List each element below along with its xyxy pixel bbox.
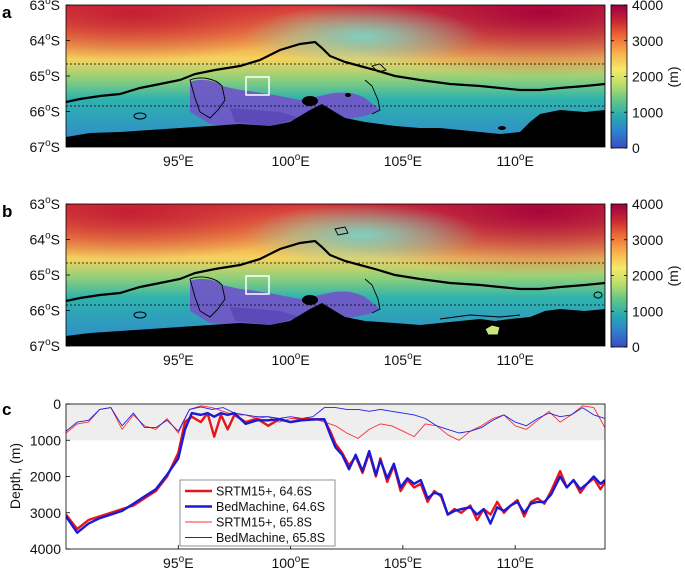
colorbar-tick-label: 4000 bbox=[632, 0, 663, 13]
lat-tick-labels-b: 63oS 64oS 65oS 66oS 67oS bbox=[30, 195, 70, 354]
legend-entry: BedMachine, 64.6S bbox=[216, 500, 325, 514]
lon-tick-label: 105oE bbox=[384, 152, 422, 169]
panel-letter-b: b bbox=[2, 202, 12, 221]
legend-entry: BedMachine, 65.8S bbox=[216, 531, 325, 545]
colorbar-label-a: (m) bbox=[665, 67, 681, 88]
study-box-a bbox=[245, 76, 270, 96]
colorbar-tick-label: 1000 bbox=[632, 104, 663, 120]
colorbar-tick-label: 0 bbox=[632, 140, 640, 156]
shaded-depth-band bbox=[66, 404, 605, 441]
lat-tick-label: 64oS bbox=[30, 32, 60, 49]
study-box-b bbox=[245, 275, 270, 295]
lon-tick-label: 105oE bbox=[384, 351, 422, 368]
colorbar-tick-label: 2000 bbox=[632, 268, 663, 284]
panel-b: b bbox=[2, 195, 681, 368]
colorbar-tick-label: 0 bbox=[632, 339, 640, 355]
y-tick-label: 3000 bbox=[30, 505, 61, 521]
lon-tick-label: 100oE bbox=[271, 152, 309, 169]
y-tick-label: 0 bbox=[53, 396, 61, 412]
profile-lines bbox=[66, 405, 605, 534]
x-tick-labels-c: 95oE 100oE 105oE 110oE bbox=[163, 545, 534, 571]
colorbar-label-b: (m) bbox=[665, 266, 681, 287]
shelf-break-contour-a bbox=[66, 40, 605, 104]
y-axis-label: Depth, (m) bbox=[7, 443, 23, 509]
legend-entry: SRTM15+, 64.6S bbox=[216, 485, 312, 499]
y-tick-label: 1000 bbox=[30, 432, 61, 448]
y-tick-label: 2000 bbox=[30, 469, 61, 485]
series-line-3 bbox=[66, 406, 605, 434]
lat-tick-label: 65oS bbox=[30, 67, 60, 84]
lat-tick-label: 67oS bbox=[30, 138, 60, 155]
continent-a bbox=[66, 104, 605, 147]
lon-tick-label: 95oE bbox=[163, 351, 193, 368]
lat-tick-label: 64oS bbox=[30, 231, 60, 248]
y-tick-labels-c: 0 1000 2000 3000 4000 bbox=[30, 396, 70, 557]
colorbar-b: 4000 3000 2000 1000 0 (m) bbox=[610, 196, 681, 355]
colorbar-tick-label: 2000 bbox=[632, 69, 663, 85]
colorbar-tick-label: 3000 bbox=[632, 33, 663, 49]
lon-tick-label: 110oE bbox=[497, 152, 534, 169]
panel-c: c 95oE 100oE 105oE 110oE 01000200030004000 … bbox=[2, 396, 606, 571]
lat-tick-label: 66oS bbox=[30, 103, 60, 120]
x-tick-label: 110oE bbox=[497, 554, 534, 571]
legend-entry: SRTM15+, 65.8S bbox=[216, 516, 312, 530]
lat-tick-label: 66oS bbox=[30, 302, 60, 319]
lon-tick-label: 100oE bbox=[271, 351, 309, 368]
lon-tick-label: 95oE bbox=[163, 152, 193, 169]
colorbar-a: 4000 3000 2000 1000 0 (m) bbox=[610, 0, 681, 156]
colorbar-tick-label: 1000 bbox=[632, 303, 663, 319]
bathymetry-map-a bbox=[66, 5, 605, 147]
colorbar-tick-label: 3000 bbox=[632, 232, 663, 248]
lat-tick-label: 63oS bbox=[30, 0, 60, 13]
bathymetry-map-b bbox=[66, 204, 605, 346]
continent-b bbox=[66, 303, 605, 346]
series-line-2 bbox=[66, 405, 605, 441]
lat-tick-labels-a: 63oS 64oS 65oS 66oS 67oS bbox=[30, 0, 70, 155]
lat-tick-label: 63oS bbox=[30, 195, 60, 212]
x-tick-label: 95oE bbox=[163, 554, 193, 571]
x-tick-label: 100oE bbox=[271, 554, 309, 571]
x-tick-label: 105oE bbox=[384, 554, 422, 571]
shelf-break-contour-b bbox=[66, 239, 605, 303]
lon-tick-labels-b: 95oE 100oE 105oE 110oE bbox=[163, 342, 534, 368]
panel-letter-c: c bbox=[2, 400, 11, 419]
lat-tick-label: 65oS bbox=[30, 266, 60, 283]
colorbar-tick-label: 4000 bbox=[632, 196, 663, 212]
lat-tick-label: 67oS bbox=[30, 337, 60, 354]
lon-tick-label: 110oE bbox=[497, 351, 534, 368]
y-tick-label: 4000 bbox=[30, 541, 61, 557]
lon-tick-labels-a: 95oE 100oE 105oE 110oE bbox=[163, 143, 534, 169]
series-line-1 bbox=[66, 411, 605, 534]
panel-letter-a: a bbox=[2, 3, 12, 22]
